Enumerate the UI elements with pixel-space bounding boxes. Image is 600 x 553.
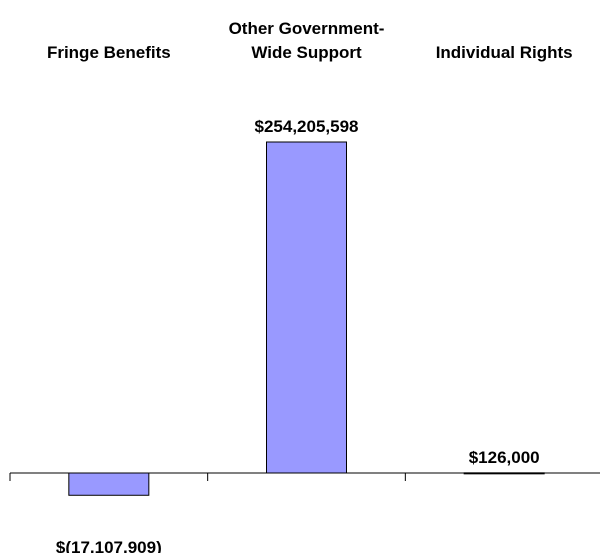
category-label-0: Fringe Benefits: [47, 43, 171, 62]
data-label-1: $254,205,598: [255, 117, 359, 136]
category-label-1-line-0: Other Government-: [229, 19, 385, 38]
bar-0: [68, 472, 150, 496]
bar-1: [266, 141, 347, 474]
data-label-2: $126,000: [469, 448, 540, 467]
category-label-1-line-1: Wide Support: [251, 43, 362, 62]
data-label-0: $(17,107,909): [56, 538, 162, 553]
category-label-2: Individual Rights: [436, 43, 573, 62]
